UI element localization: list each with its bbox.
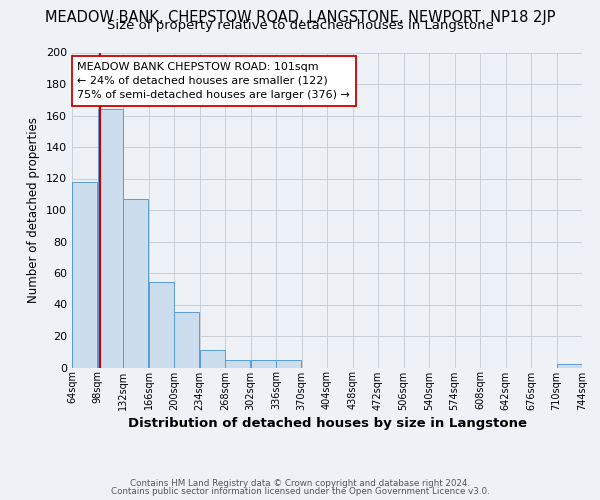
Text: Size of property relative to detached houses in Langstone: Size of property relative to detached ho… — [107, 19, 493, 32]
Text: Contains public sector information licensed under the Open Government Licence v3: Contains public sector information licen… — [110, 487, 490, 496]
Bar — [225, 360, 250, 368]
Bar — [174, 312, 199, 368]
Bar — [72, 182, 97, 368]
Text: Contains HM Land Registry data © Crown copyright and database right 2024.: Contains HM Land Registry data © Crown c… — [130, 478, 470, 488]
Bar — [149, 282, 174, 368]
Bar — [200, 350, 225, 368]
Bar — [123, 199, 148, 368]
Text: MEADOW BANK, CHEPSTOW ROAD, LANGSTONE, NEWPORT, NP18 2JP: MEADOW BANK, CHEPSTOW ROAD, LANGSTONE, N… — [45, 10, 555, 25]
Bar — [98, 109, 123, 368]
Bar — [557, 364, 582, 368]
Bar — [276, 360, 301, 368]
Y-axis label: Number of detached properties: Number of detached properties — [28, 117, 40, 303]
Bar — [251, 360, 276, 368]
Text: MEADOW BANK CHEPSTOW ROAD: 101sqm
← 24% of detached houses are smaller (122)
75%: MEADOW BANK CHEPSTOW ROAD: 101sqm ← 24% … — [77, 62, 350, 100]
X-axis label: Distribution of detached houses by size in Langstone: Distribution of detached houses by size … — [128, 416, 527, 430]
